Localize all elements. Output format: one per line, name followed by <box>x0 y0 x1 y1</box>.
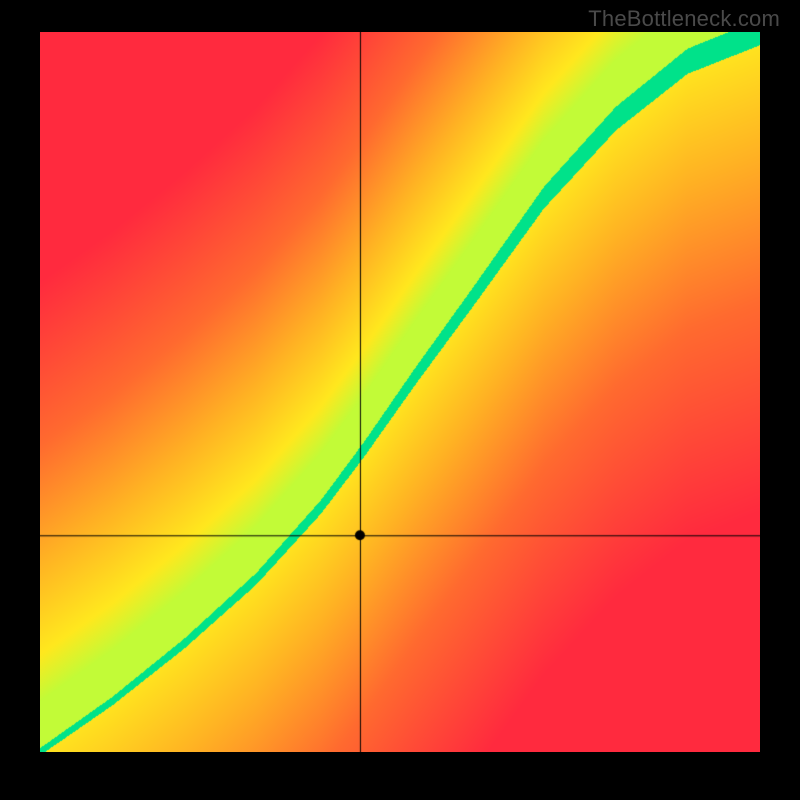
heatmap-plot <box>40 32 760 752</box>
heatmap-canvas <box>40 32 760 752</box>
watermark-text: TheBottleneck.com <box>588 6 780 32</box>
